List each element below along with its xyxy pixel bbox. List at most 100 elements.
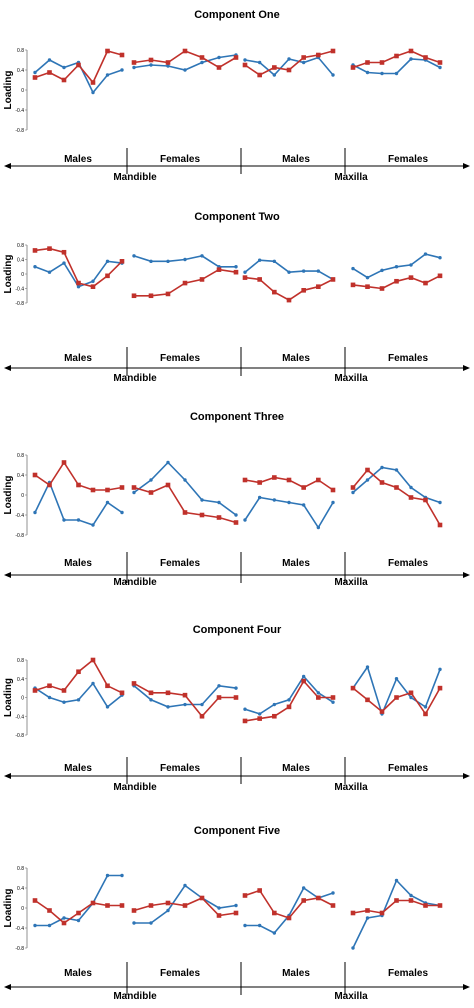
y-tick-label: 0 [21,88,24,94]
y-tick-label: -0.4 [15,513,24,519]
data-point-red [408,48,414,54]
series-blue-line [133,461,237,516]
arrowhead-right [463,984,470,990]
group-label-males: Males [282,353,310,364]
data-point-red [350,65,356,70]
region-label-maxilla: Maxilla [334,991,368,1002]
data-point-blue [409,485,413,490]
y-tick-label: 0 [21,696,24,702]
arrowhead-left [4,365,11,371]
data-point-blue [365,916,370,920]
data-point-red [90,657,96,663]
chart-title: Component One [194,9,280,21]
data-point-blue [132,921,136,925]
group-label-females: Females [388,154,428,165]
data-point-blue [351,490,355,495]
series-blue-line [35,874,122,927]
data-point-blue [47,923,52,928]
data-point-red [182,903,188,908]
region-label-mandible: Mandible [113,577,157,588]
y-tick-label: -0.8 [15,301,24,307]
data-point-blue [257,923,262,928]
data-point-blue [243,270,247,274]
data-point-red [76,482,81,488]
data-point-red [76,62,81,68]
data-point-blue [132,490,136,495]
data-point-red [365,697,370,703]
data-point-red [131,293,137,299]
data-point-red [76,280,81,286]
data-point-red [148,293,154,299]
group-label-females: Females [160,154,200,165]
region-label-maxilla: Maxilla [334,782,368,793]
data-point-red [119,485,125,490]
data-point-blue [301,674,306,679]
chart-title: Component Three [190,411,284,423]
data-point-blue [183,478,187,482]
data-point-red [61,920,67,926]
data-point-red [32,248,38,253]
data-point-red [379,910,385,916]
data-point-red [437,273,443,279]
data-point-red [165,482,171,488]
region-label-mandible: Mandible [113,782,157,793]
group-label-males: Males [64,968,92,979]
data-point-red [216,695,222,700]
data-point-blue [149,698,153,702]
data-point-red [394,898,399,903]
region-label-maxilla: Maxilla [334,373,368,384]
data-point-red [242,62,248,68]
data-point-red [199,895,205,901]
data-point-red [90,487,96,493]
data-point-blue [62,65,66,70]
data-point-red [47,683,52,689]
y-tick-label: 0.8 [17,453,24,459]
data-point-blue [438,255,442,260]
data-point-red [437,60,443,65]
data-point-red [119,690,125,696]
data-point-blue [76,698,81,702]
group-label-females: Females [160,353,200,364]
data-point-red [199,713,205,719]
data-point-red [365,284,370,289]
data-point-red [216,267,222,272]
data-point-blue [257,60,262,65]
data-point-blue [105,705,110,709]
data-point-blue [394,878,399,883]
data-point-red [379,286,385,291]
region-label-maxilla: Maxilla [334,577,368,588]
data-point-blue [287,57,291,61]
arrowhead-right [463,773,470,779]
data-point-blue [316,525,321,530]
data-point-blue [272,498,277,502]
data-point-blue [234,686,238,690]
data-point-red [131,908,137,913]
data-point-red [437,685,443,691]
y-tick-label: -0.8 [15,128,24,134]
data-point-blue [91,523,95,527]
data-point-red [423,280,428,286]
data-point-blue [394,71,399,76]
data-point-blue [200,60,204,65]
data-point-red [105,273,110,279]
data-point-blue [438,667,442,672]
data-point-red [32,688,38,693]
data-point-blue [394,468,399,472]
data-point-blue [183,883,187,888]
data-point-blue [301,60,306,65]
data-point-red [90,900,96,906]
y-tick-label: -0.8 [15,533,24,539]
data-point-red [105,48,110,54]
data-point-red [365,467,370,473]
data-point-blue [149,921,153,925]
data-point-red [316,477,321,483]
data-point-red [394,485,399,490]
y-tick-label: 0.4 [17,886,24,892]
data-point-red [61,460,67,465]
data-point-red [61,77,67,83]
data-point-red [216,515,222,520]
data-point-red [330,48,336,54]
data-point-blue [183,68,187,72]
data-point-red [350,485,356,490]
data-point-red [242,893,248,898]
